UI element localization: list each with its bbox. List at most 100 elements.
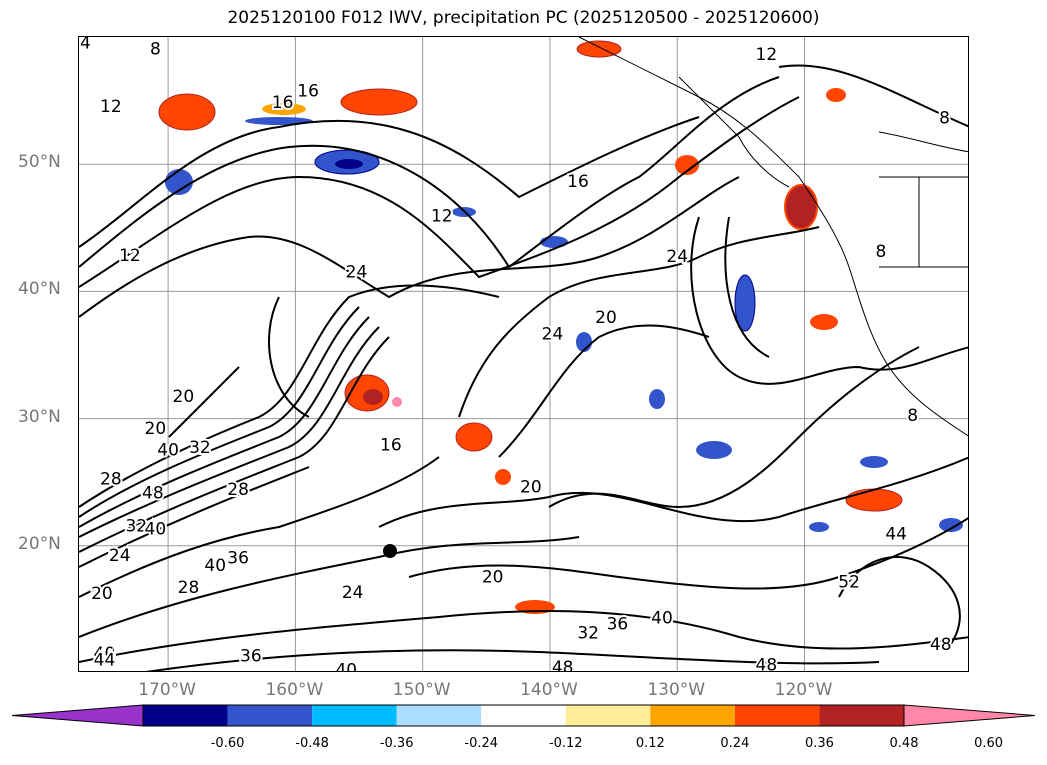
contour-label: 36 [227, 549, 249, 569]
precip-positive-area [826, 88, 846, 102]
precip-positive-area [675, 155, 699, 175]
colorbar-tick-label: -0.48 [295, 736, 329, 751]
longitude-label: 140°W [520, 680, 578, 700]
contour-label: 32 [125, 517, 147, 537]
contour-label: 44 [94, 650, 116, 670]
contour-label: 24 [342, 583, 364, 603]
colorbar-tick-label: 0.48 [889, 736, 919, 751]
contour-label: 24 [346, 262, 368, 282]
graticule [79, 37, 968, 671]
contour-line [498, 324, 710, 458]
contour-line [79, 284, 500, 508]
contour-line [79, 466, 310, 568]
contour-label: 20 [173, 387, 195, 407]
contour-line [145, 649, 880, 671]
colorbar [11, 704, 1036, 727]
precip-negative-area [245, 117, 313, 125]
contour-label: 16 [272, 93, 294, 113]
contour-label: 48 [552, 658, 574, 672]
contour-line [378, 456, 968, 528]
precip-positive-area [495, 469, 511, 485]
contour-line [79, 76, 780, 269]
contour-line [79, 96, 800, 288]
contour-label: 20 [145, 419, 167, 439]
contour-label: 24 [542, 325, 564, 345]
precip-positive-area [158, 93, 216, 131]
contour-label: 16 [567, 172, 589, 192]
latitude-label: 40°N [18, 279, 61, 300]
precip-positive-area [784, 184, 818, 230]
contour-label: 8 [150, 40, 161, 60]
hawaii-island [383, 544, 397, 558]
coastline [878, 131, 968, 153]
contour-label: 20 [595, 308, 617, 328]
latitude-label: 30°N [18, 406, 61, 427]
contour-line [79, 116, 700, 248]
contour-label: 48 [142, 484, 164, 504]
contour-label: 12 [100, 97, 122, 117]
contour-label: 36 [607, 615, 629, 635]
contour-line [79, 456, 440, 598]
contour-label: 40 [335, 660, 357, 672]
chart-title: 2025120100 F012 IWV, precipitation PC (2… [227, 8, 820, 28]
precip-negative-area [540, 236, 568, 248]
colorbar-extend-min [11, 704, 144, 727]
contour-line [724, 216, 770, 358]
contour-label: 40 [145, 519, 167, 539]
longitude-label: 170°W [138, 680, 196, 700]
contour-label: 40 [157, 440, 179, 460]
contour-line [79, 176, 740, 318]
contour-label: 12 [431, 206, 453, 226]
precip-positive-area [455, 422, 493, 452]
contour-label: 44 [885, 524, 907, 544]
contour-label: 12 [756, 45, 778, 65]
contour-label: 8 [875, 242, 886, 262]
contour-label: 8 [939, 108, 950, 128]
colorbar-segment [565, 705, 651, 726]
contour-line [79, 326, 380, 538]
contour-line [838, 556, 961, 648]
contour-label: 12 [119, 246, 141, 266]
contour-line [79, 536, 580, 638]
precip-positive-area [262, 103, 306, 115]
longitude-label: 130°W [647, 680, 706, 700]
colorbar-tick-label: 0.36 [804, 736, 834, 751]
contour-label: 28 [227, 480, 249, 500]
contour-line [408, 517, 968, 590]
colorbar-segment [819, 705, 904, 726]
colorbar-segment [481, 705, 566, 726]
precip-positive-area [810, 314, 838, 330]
colorbar-segments [11, 704, 1036, 727]
latitude-label: 20°N [18, 533, 61, 554]
contour-label: 36 [240, 646, 262, 666]
iwv-contours [79, 64, 968, 671]
contour-label: 20 [482, 568, 504, 588]
contour-label: 8 [907, 406, 918, 426]
precip-positive-area [392, 397, 402, 407]
coastline [678, 76, 790, 188]
contour-line [79, 610, 968, 663]
precip-negative-area [649, 389, 665, 409]
contour-label: 16 [297, 82, 319, 102]
colorbar-tick-label: 0.60 [974, 736, 1004, 751]
contour-line [168, 366, 240, 438]
contour-label: 40 [204, 556, 226, 576]
colorbar-tick-label: 0.12 [635, 736, 665, 751]
colorbar-tick-label: -0.36 [379, 736, 414, 751]
precip-positive-area [363, 389, 383, 405]
contour-label: 24 [666, 247, 688, 267]
contour-label: 20 [520, 477, 542, 497]
contour-label: 28 [178, 578, 200, 598]
precip-negative-area [335, 159, 363, 169]
colorbar-segment [650, 705, 735, 726]
latitude-label: 50°N [18, 152, 61, 173]
precip-positive-area [845, 488, 903, 512]
colorbar-segment [396, 705, 482, 726]
colorbar-border [142, 704, 905, 727]
colorbar-segment [734, 705, 820, 726]
map-panel: 4 8 12 16 16 12 8 12 24 12 16 24 20 24 20 20 40 32 28 48 32 4… [78, 36, 969, 672]
colorbar-extend-max [903, 704, 1036, 727]
contour-line [79, 306, 360, 518]
